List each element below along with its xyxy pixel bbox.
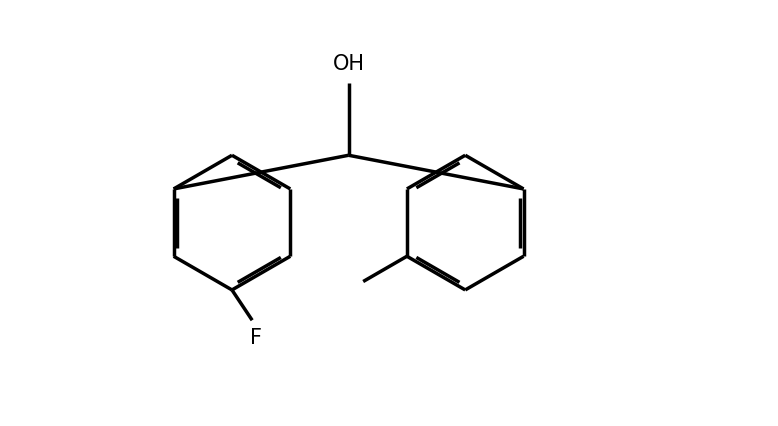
Text: OH: OH — [333, 54, 365, 74]
Text: F: F — [250, 327, 261, 347]
